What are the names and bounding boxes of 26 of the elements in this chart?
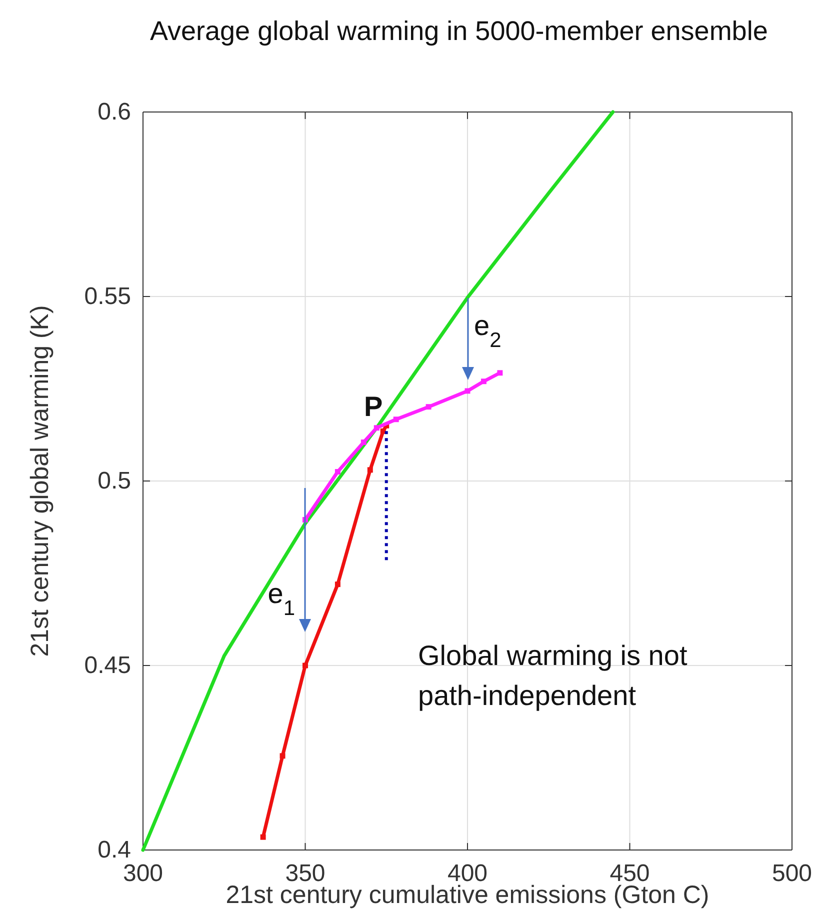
x-tick-label: 500 [772, 860, 812, 888]
point [380, 428, 386, 434]
y-tick-label: 0.5 [98, 468, 131, 495]
point [480, 378, 486, 384]
point [367, 467, 373, 473]
point [393, 416, 399, 422]
y-tick-label: 0.55 [84, 283, 131, 310]
point [280, 753, 286, 759]
chart-title: Average global warming in 5000-member ensemble [150, 16, 768, 46]
annotation: e$_{1}$ [268, 578, 295, 620]
point [302, 662, 308, 668]
point [464, 388, 470, 394]
point [497, 370, 503, 376]
y-axis-title: 21st century global warming (K) [26, 305, 54, 657]
y-tick-label: 0.6 [98, 98, 131, 126]
x-tick-label: 350 [285, 860, 326, 888]
point [426, 404, 432, 410]
annotation: P [364, 390, 383, 422]
point [260, 834, 266, 840]
annotation: e$_{2}$ [474, 310, 502, 352]
point [360, 440, 366, 445]
point [334, 582, 340, 588]
point [334, 469, 340, 475]
point [374, 425, 380, 431]
y-tick-label: 0.45 [84, 652, 131, 680]
annotation: Global warming is not path-independent [418, 640, 688, 711]
